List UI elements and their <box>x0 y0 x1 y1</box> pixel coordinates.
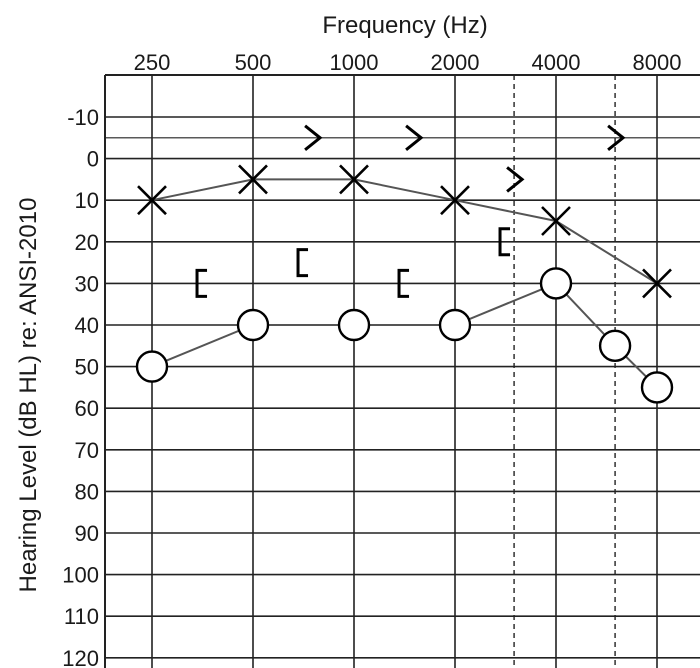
x-marker <box>137 185 167 216</box>
y-tick-label: 0 <box>87 147 99 172</box>
o-marker <box>539 267 573 300</box>
y-tick-labels: -10 0 10 20 30 40 50 60 70 80 90 100 110 120 <box>62 105 99 668</box>
x-marker <box>541 206 571 236</box>
bracket-right-marker <box>304 124 323 151</box>
x-tick-labels: 250 500 1000 2000 4000 8000 <box>134 50 682 75</box>
o-marker <box>236 308 270 342</box>
y-tick-label: 120 <box>62 646 99 668</box>
series-line <box>151 282 658 389</box>
bracket-left-marker <box>397 268 410 298</box>
o-marker <box>438 308 472 342</box>
x-tick-label: 2000 <box>431 50 480 75</box>
x-tick-label: 1000 <box>330 50 379 75</box>
y-tick-label: 20 <box>75 230 99 255</box>
y-axis-title: Hearing Level (dB HL) re: ANSI-2010 <box>15 198 42 593</box>
y-tick-label: 110 <box>64 604 99 629</box>
x-tick-label: 4000 <box>532 50 581 75</box>
x-tick-label: 250 <box>134 50 171 75</box>
x-axis-title: Frequency (Hz) <box>322 12 487 39</box>
x-marker <box>238 164 268 195</box>
y-tick-label: 100 <box>62 563 99 588</box>
o-marker <box>135 350 169 383</box>
bracket-right-marker <box>405 124 424 151</box>
y-tick-label: 70 <box>75 438 99 463</box>
o-marker <box>337 308 371 342</box>
y-tick-label: 30 <box>75 271 99 296</box>
x-tick-label: 500 <box>235 50 272 75</box>
bracket-right-marker <box>607 124 626 151</box>
o-marker <box>598 329 632 362</box>
x-marker <box>339 164 369 195</box>
series-line <box>151 178 658 285</box>
x-tick-label: 8000 <box>633 50 682 75</box>
grid <box>104 74 700 668</box>
series-markers <box>135 124 674 404</box>
y-tick-label: 80 <box>75 479 99 504</box>
bracket-left-marker <box>195 268 208 298</box>
y-tick-label: 10 <box>75 188 99 213</box>
y-tick-label: -10 <box>67 105 99 130</box>
x-marker <box>440 185 470 216</box>
bracket-left-marker <box>498 227 511 257</box>
x-marker <box>642 268 672 299</box>
bracket-left-marker <box>296 248 309 278</box>
bracket-right-marker <box>506 166 525 193</box>
o-marker <box>640 371 674 404</box>
y-tick-label: 90 <box>75 521 99 546</box>
y-tick-label: 40 <box>75 313 99 338</box>
y-tick-label: 50 <box>75 355 99 380</box>
y-tick-label: 60 <box>75 396 99 421</box>
